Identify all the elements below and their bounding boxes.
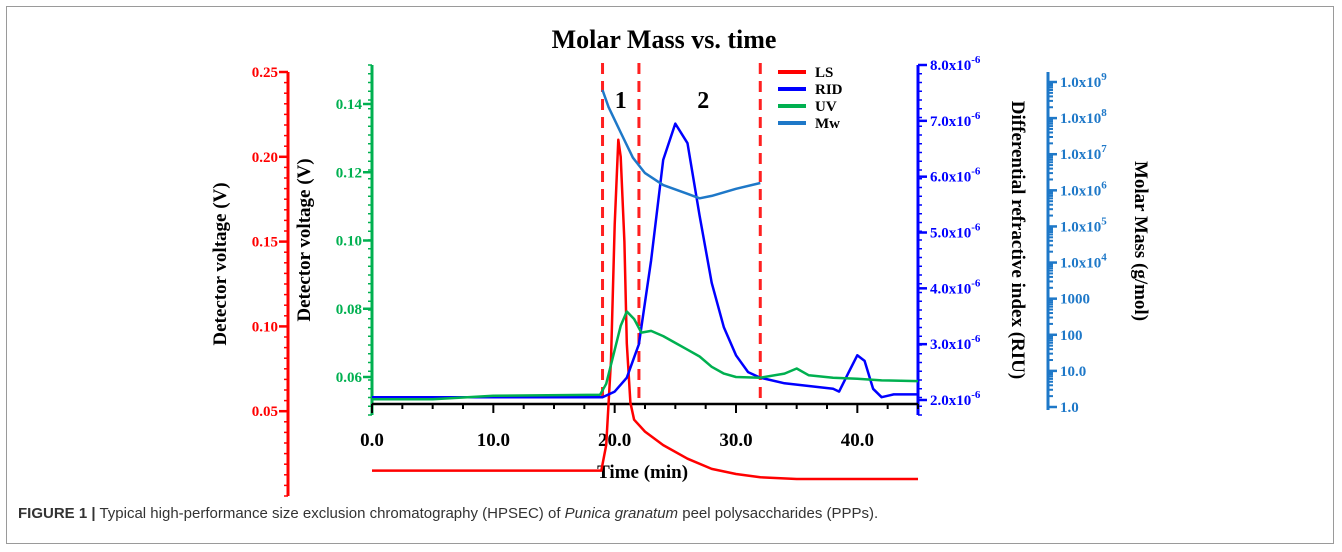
tick-label-rid: 5.0x10-6 bbox=[930, 222, 981, 242]
legend-label-rid: RID bbox=[815, 82, 843, 98]
region-label: 1 bbox=[615, 88, 627, 114]
axis-label-mw: Molar Mass (g/mol) bbox=[1130, 161, 1151, 321]
legend-label-mw: Mw bbox=[815, 116, 840, 132]
axis-label-uv: Detector voltage (V) bbox=[294, 158, 315, 321]
tick-exponent: -6 bbox=[971, 333, 981, 345]
tick-label-mw: 1.0x108 bbox=[1060, 107, 1107, 127]
axis-label-ls: Detector voltage (V) bbox=[210, 182, 231, 345]
x-tick-label: 20.0 bbox=[598, 430, 631, 451]
legend-label-ls: LS bbox=[815, 65, 833, 81]
tick-label-uv: 0.08 bbox=[336, 302, 362, 318]
series-line-ls bbox=[372, 138, 918, 481]
tick-label-mw: 100 bbox=[1060, 328, 1083, 344]
tick-exponent: 6 bbox=[1101, 179, 1107, 191]
tick-exponent: 4 bbox=[1101, 252, 1107, 264]
x-tick-label: 40.0 bbox=[841, 430, 874, 451]
tick-label-mw: 10.0 bbox=[1060, 364, 1086, 380]
region-label: 2 bbox=[697, 88, 709, 114]
tick-label-uv: 0.14 bbox=[336, 97, 363, 113]
tick-label-mw: 1.0x104 bbox=[1060, 252, 1107, 272]
series-line-rid bbox=[372, 122, 918, 399]
tick-label-ls: 0.25 bbox=[252, 65, 278, 81]
tick-exponent: 9 bbox=[1101, 71, 1107, 83]
caption-text: Typical high-performance size exclusion … bbox=[99, 505, 561, 522]
tick-label-mw: 1.0x105 bbox=[1060, 215, 1107, 235]
x-tick-label: 30.0 bbox=[719, 430, 752, 451]
tick-exponent: 8 bbox=[1101, 107, 1107, 119]
series-line-uv bbox=[372, 310, 919, 401]
tick-label-ls: 0.10 bbox=[252, 319, 278, 335]
tick-label-uv: 0.06 bbox=[336, 370, 363, 386]
tick-exponent: 7 bbox=[1101, 143, 1107, 155]
figure-caption: FIGURE 1 | Typical high-performance size… bbox=[18, 505, 1318, 522]
tick-exponent: 5 bbox=[1101, 215, 1107, 227]
caption-label: FIGURE 1 | bbox=[18, 505, 96, 522]
tick-exponent: -6 bbox=[971, 54, 981, 66]
series-layer bbox=[372, 89, 919, 481]
x-tick-label: 10.0 bbox=[477, 430, 510, 451]
tick-exponent: -6 bbox=[971, 389, 981, 401]
tick-label-rid: 7.0x10-6 bbox=[930, 110, 981, 130]
series-line-mw bbox=[601, 89, 761, 200]
tick-exponent: -6 bbox=[971, 222, 981, 234]
tick-label-mw: 1.0x106 bbox=[1060, 179, 1107, 199]
tick-label-mw: 1.0x107 bbox=[1060, 143, 1107, 163]
x-axis-label: Time (min) bbox=[597, 462, 688, 483]
tick-exponent: -6 bbox=[971, 110, 981, 122]
tick-label-rid: 6.0x10-6 bbox=[930, 166, 981, 186]
tick-label-mw: 1.0 bbox=[1060, 400, 1079, 416]
tick-label-rid: 3.0x10-6 bbox=[930, 333, 981, 353]
tick-label-ls: 0.15 bbox=[252, 235, 278, 251]
legend-label-uv: UV bbox=[815, 99, 837, 115]
tick-exponent: -6 bbox=[971, 166, 981, 178]
tick-label-rid: 2.0x10-6 bbox=[930, 389, 981, 409]
tick-exponent: -6 bbox=[971, 277, 981, 289]
tick-label-uv: 0.10 bbox=[336, 234, 362, 250]
chart: Molar Mass vs. time 0.250.200.150.100.05… bbox=[210, 25, 1151, 497]
tick-label-ls: 0.05 bbox=[252, 404, 278, 420]
tick-label-uv: 0.12 bbox=[336, 165, 362, 181]
tick-label-rid: 8.0x10-6 bbox=[930, 54, 981, 74]
caption-species: Punica granatum bbox=[564, 505, 679, 522]
tick-label-mw: 1000 bbox=[1060, 292, 1090, 308]
figure-frame bbox=[6, 6, 1334, 544]
tick-label-rid: 4.0x10-6 bbox=[930, 277, 981, 297]
chart-title: Molar Mass vs. time bbox=[552, 25, 777, 54]
caption-text-end: peel polysaccharides (PPPs). bbox=[682, 505, 879, 522]
tick-label-ls: 0.20 bbox=[252, 150, 278, 166]
axis-label-rid: Differential refractive index (RIU) bbox=[1007, 101, 1028, 379]
x-tick-label: 0.0 bbox=[360, 430, 384, 451]
tick-label-mw: 1.0x109 bbox=[1060, 71, 1107, 91]
